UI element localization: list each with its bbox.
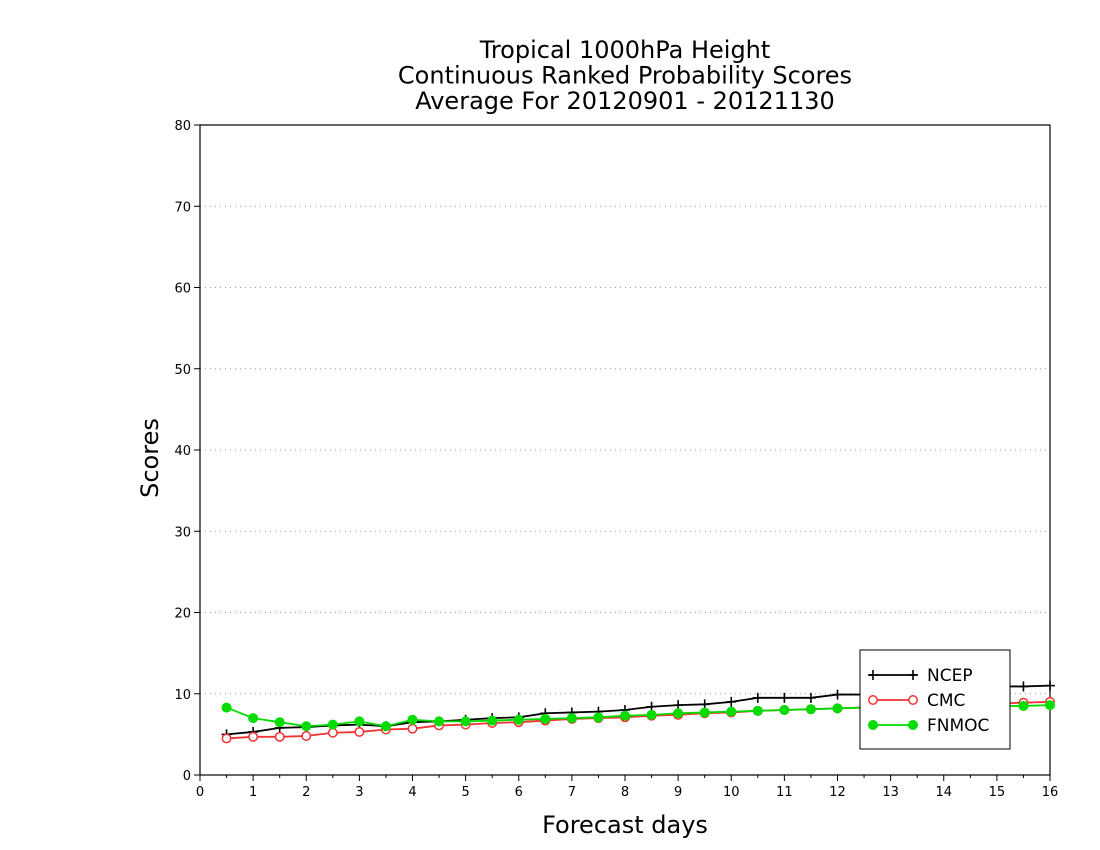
x-tick-label: 14 (935, 785, 952, 800)
legend-label: FNMOC (927, 716, 989, 736)
x-tick-label: 2 (302, 785, 310, 800)
data-point (646, 709, 657, 720)
data-point (908, 695, 918, 705)
data-point (274, 717, 285, 728)
data-point (868, 720, 878, 730)
x-tick-label: 11 (776, 785, 793, 800)
data-point (752, 705, 763, 716)
data-point (673, 708, 684, 719)
data-point (908, 720, 918, 730)
x-tick-label: 4 (408, 785, 416, 800)
x-axis-label: Forecast days (542, 811, 708, 839)
x-tick-label: 9 (674, 785, 682, 800)
y-tick-label: 60 (174, 282, 191, 297)
x-tick-label: 1 (249, 785, 257, 800)
y-tick-label: 30 (174, 525, 191, 540)
data-point (1045, 680, 1055, 691)
y-tick-label: 40 (174, 444, 191, 459)
x-tick-label: 6 (515, 785, 523, 800)
data-point (726, 706, 737, 717)
x-tick-label: 3 (355, 785, 363, 800)
data-point (434, 716, 445, 727)
data-point (699, 707, 710, 718)
data-point (832, 689, 843, 700)
data-point (868, 670, 878, 680)
data-point (513, 714, 524, 725)
data-point (354, 716, 365, 727)
legend-label: NCEP (927, 666, 973, 686)
x-tick-label: 13 (882, 785, 899, 800)
x-tick-label: 5 (461, 785, 469, 800)
data-point (301, 721, 312, 732)
data-point (248, 731, 259, 742)
x-tick-label: 15 (989, 785, 1006, 800)
data-point (566, 713, 577, 724)
gridlines (200, 124, 1050, 695)
data-point (868, 695, 878, 705)
data-point (1018, 681, 1029, 692)
data-point (593, 712, 604, 723)
x-tick-label: 12 (829, 785, 846, 800)
x-tick-label: 10 (723, 785, 740, 800)
title-line: Tropical 1000hPa Height (479, 36, 771, 64)
data-point (407, 714, 418, 725)
data-point (779, 705, 790, 715)
data-point (832, 703, 843, 714)
data-point (327, 719, 338, 730)
data-point (805, 704, 816, 715)
title-line: Average For 20120901 - 20121130 (415, 87, 835, 115)
data-point (354, 726, 365, 737)
y-tick-label: 50 (174, 363, 191, 378)
y-tick-label: 80 (174, 119, 191, 134)
data-point (805, 692, 816, 703)
data-point (380, 721, 391, 732)
data-point (726, 696, 737, 707)
data-point (274, 731, 285, 742)
data-point (221, 702, 232, 713)
data-point (779, 692, 790, 703)
y-tick-label: 10 (174, 688, 191, 703)
data-point (1018, 700, 1029, 711)
data-point (752, 692, 763, 703)
data-point (540, 713, 551, 724)
legend-label: CMC (927, 691, 965, 711)
data-point (908, 670, 918, 680)
data-point (248, 713, 259, 724)
y-axis-label: Scores (136, 418, 164, 498)
data-point (460, 716, 471, 727)
data-point (1045, 700, 1055, 711)
x-tick-label: 7 (568, 785, 576, 800)
axis-ticks: 0 1 2 3 4 5 6 7 8 9 10 11 12 13 14 15 160102030405060708… (174, 119, 1058, 800)
x-tick-label: 16 (1042, 785, 1059, 800)
legend: NCEP CMC FNMOC (859, 649, 1011, 750)
data-point (327, 727, 338, 738)
x-tick-label: 0 (196, 785, 204, 800)
y-tick-label: 0 (183, 769, 191, 784)
data-point (301, 731, 312, 741)
title-line: Continuous Ranked Probability Scores (398, 62, 852, 90)
data-point (487, 715, 498, 726)
y-tick-label: 20 (174, 607, 191, 622)
data-point (407, 723, 418, 734)
x-tick-label: 8 (621, 785, 629, 800)
y-tick-label: 70 (174, 200, 191, 215)
data-point (221, 733, 232, 744)
data-point (620, 710, 630, 721)
